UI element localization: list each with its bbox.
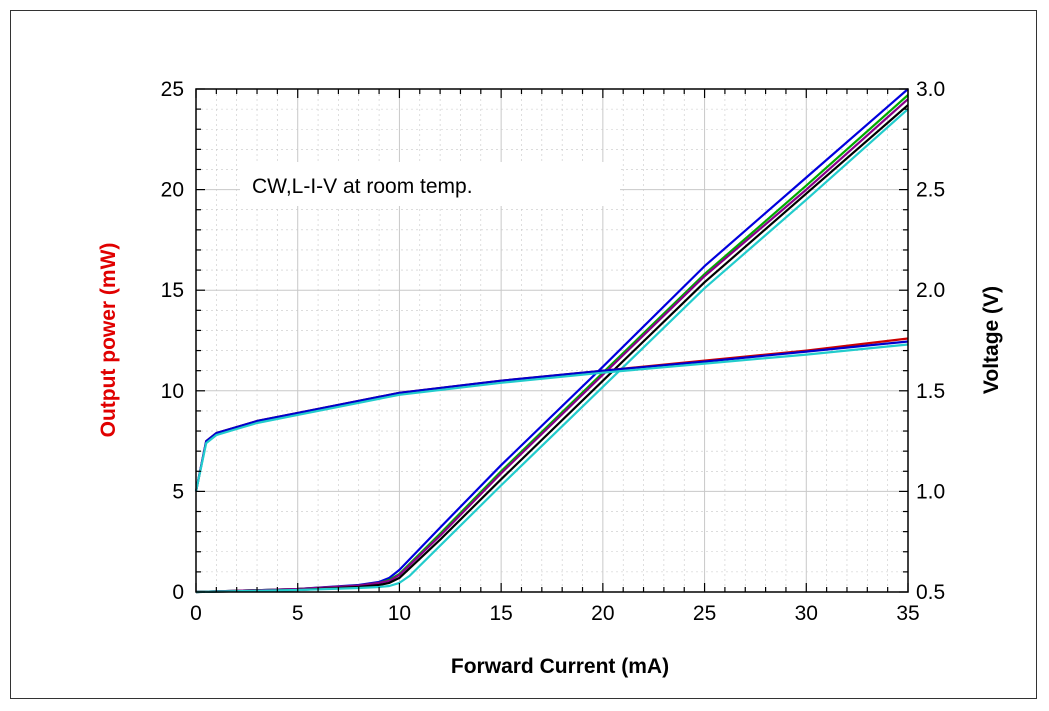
x-tick-label: 25 <box>693 602 716 625</box>
x-axis-title: Forward Current (mA) <box>451 655 669 678</box>
x-tick-label: 30 <box>795 602 818 625</box>
series-line-voltage-6 <box>194 340 909 492</box>
y-left-tick-label: 20 <box>161 179 184 202</box>
y-left-tick-label: 0 <box>172 581 184 604</box>
x-tick-label: 15 <box>489 602 512 625</box>
x-tick-label: 10 <box>388 602 411 625</box>
annotation: CW,L-I-V at room temp. <box>252 175 473 198</box>
y-left-tick-label: 15 <box>161 279 184 302</box>
y-right-tick-label: 3.0 <box>916 78 945 101</box>
x-tick-label: 0 <box>190 602 202 625</box>
series-line-power-2 <box>195 98 909 594</box>
y-right-tick-label: 0.5 <box>916 581 945 604</box>
y-right-tick-label: 1.5 <box>916 380 945 403</box>
y-left-tick-label: 5 <box>172 480 184 503</box>
y-axis-right-title: Voltage (V) <box>980 286 1003 394</box>
y-left-tick-label: 25 <box>161 78 184 101</box>
annotation-background <box>240 162 620 206</box>
plot-area-border <box>195 88 909 593</box>
ticks <box>195 88 909 593</box>
data-series <box>194 88 909 594</box>
x-tick-label: 35 <box>896 602 919 625</box>
y-axis-left-title: Output power (mW) <box>97 243 120 438</box>
y-left-tick-label: 10 <box>161 380 184 403</box>
y-right-tick-label: 2.0 <box>916 279 945 302</box>
series-line-voltage-7 <box>194 343 909 492</box>
y-right-tick-label: 2.5 <box>916 179 945 202</box>
x-tick-label: 5 <box>292 602 304 625</box>
y-right-tick-label: 1.0 <box>916 480 945 503</box>
tick-labels: 0 5 10 15 20 25 30 35 0 5 10 15 20 25 0.5 1.0 1.5 2.0 2.5 3… <box>161 78 946 625</box>
x-tick-label: 20 <box>591 602 614 625</box>
